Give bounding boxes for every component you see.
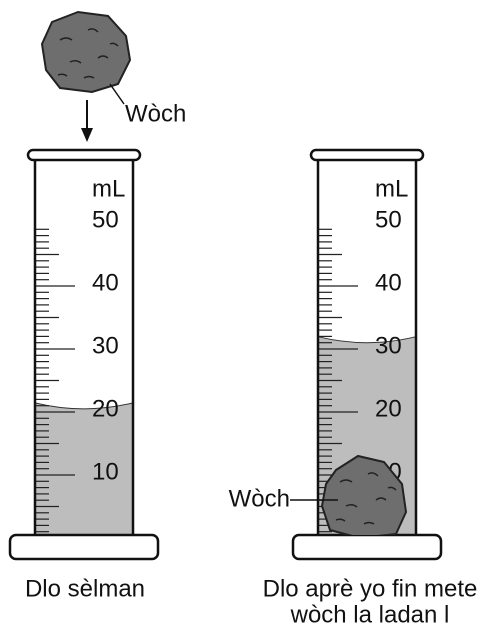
caption: wòch la ladan l <box>290 601 450 628</box>
arrow <box>81 100 93 142</box>
scale-label: 40 <box>375 269 402 296</box>
scale-label: 30 <box>375 332 402 359</box>
unit-label: mL <box>92 175 125 202</box>
base <box>291 533 443 561</box>
scale-label: 30 <box>92 332 119 359</box>
falling-rock <box>40 10 132 94</box>
lip <box>26 148 142 162</box>
rock-label: Wòch <box>229 485 290 512</box>
rock-label: Wòch <box>125 100 186 127</box>
caption: Dlo sèlman <box>25 575 145 602</box>
rock-texture <box>335 472 397 525</box>
scale-label: 50 <box>92 206 119 233</box>
scale-label: 40 <box>92 269 119 296</box>
rock-body <box>320 454 408 535</box>
unit-label: mL <box>375 175 408 202</box>
base <box>8 533 160 561</box>
scale-label: 10 <box>92 458 119 485</box>
scale-label: 20 <box>375 395 402 422</box>
caption: Dlo aprè yo fin mete <box>263 575 478 602</box>
leader-line <box>109 83 125 105</box>
rock <box>320 454 408 535</box>
cylinders: mL5040302010mL5040302010 <box>8 148 443 561</box>
scale-label: 50 <box>375 206 402 233</box>
lip <box>309 148 425 162</box>
scale-label: 20 <box>92 395 119 422</box>
